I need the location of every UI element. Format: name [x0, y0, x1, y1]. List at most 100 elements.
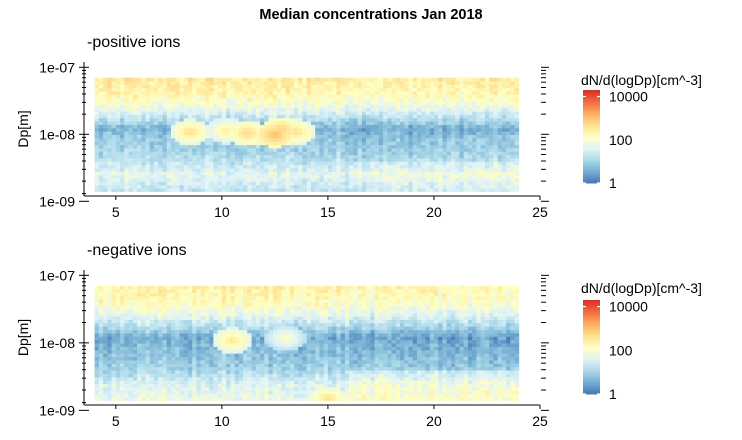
- heatmap-cell: [323, 386, 329, 391]
- heatmap-cell: [293, 363, 299, 368]
- heatmap-cell: [361, 168, 367, 172]
- heatmap-cell: [349, 121, 354, 125]
- heatmap-cell: [497, 104, 503, 109]
- heatmap-cell: [209, 164, 214, 169]
- heatmap-cell: [387, 114, 392, 119]
- heatmap-cell: [361, 121, 367, 125]
- heatmap-cell: [115, 181, 121, 186]
- heatmap-cell: [463, 390, 469, 395]
- heatmap-cell: [391, 174, 397, 179]
- heatmap-cell: [166, 393, 172, 398]
- heatmap-cell: [192, 383, 197, 388]
- heatmap-cell: [221, 84, 227, 89]
- heatmap-cell: [183, 131, 189, 135]
- heatmap-cell: [277, 114, 282, 119]
- heatmap-cell: [137, 370, 142, 374]
- heatmap-cell: [132, 397, 138, 401]
- heatmap-cell: [183, 121, 189, 125]
- heatmap-cell: [187, 353, 193, 358]
- heatmap-cell: [192, 184, 197, 189]
- colorbar-step: [583, 141, 600, 144]
- heatmap-cell: [298, 84, 303, 89]
- heatmap-cell: [506, 114, 511, 119]
- heatmap-cell: [421, 144, 426, 149]
- heatmap-cell: [387, 184, 392, 189]
- heatmap-cell: [442, 134, 448, 139]
- heatmap-cell: [344, 366, 350, 371]
- heatmap-cell: [429, 356, 435, 361]
- heatmap-cell: [404, 147, 409, 152]
- heatmap-cell: [476, 373, 482, 378]
- heatmap-cell: [344, 184, 350, 189]
- heatmap-cell: [120, 356, 125, 361]
- heatmap-cell: [149, 131, 155, 135]
- heatmap-cell: [378, 386, 384, 391]
- heatmap-cell: [115, 91, 121, 95]
- colorbar-step: [583, 176, 600, 179]
- heatmap-cell: [378, 383, 384, 388]
- heatmap-cell: [221, 383, 227, 388]
- heatmap-cell: [272, 349, 278, 354]
- heatmap-cell: [166, 107, 172, 112]
- heatmap-cell: [132, 141, 138, 146]
- heatmap-cell: [455, 114, 460, 119]
- heatmap-cell: [243, 168, 248, 172]
- heatmap-cell: [416, 353, 422, 358]
- heatmap-cell: [255, 117, 261, 122]
- heatmap-cell: [111, 188, 117, 192]
- heatmap-cell: [94, 171, 100, 176]
- heatmap-cell: [141, 84, 146, 89]
- heatmap-cell: [124, 363, 129, 368]
- heatmap-cell: [238, 107, 244, 112]
- heatmap-cell: [378, 397, 384, 401]
- heatmap-cell: [192, 101, 197, 105]
- heatmap-cell: [302, 353, 308, 358]
- heatmap-cell: [506, 147, 511, 152]
- heatmap-cell: [476, 117, 482, 122]
- heatmap-cell: [115, 168, 121, 172]
- heatmap-cell: [455, 383, 460, 388]
- heatmap-cell: [238, 121, 244, 125]
- heatmap-cell: [310, 380, 316, 385]
- heatmap-cell: [221, 147, 227, 152]
- heatmap-cell: [463, 94, 469, 99]
- heatmap-cell: [213, 349, 219, 354]
- heatmap-cell: [103, 131, 108, 135]
- heatmap-cell: [221, 376, 227, 381]
- heatmap-cell: [425, 131, 431, 135]
- heatmap-cell: [128, 174, 134, 179]
- heatmap-cell: [149, 124, 155, 129]
- heatmap-cell: [476, 353, 482, 358]
- heatmap-cell: [196, 141, 202, 146]
- heatmap-cell: [378, 188, 384, 192]
- heatmap-cell: [433, 121, 439, 125]
- heatmap-cell: [175, 184, 180, 189]
- heatmap-cell: [103, 111, 108, 115]
- heatmap-cell: [421, 181, 426, 186]
- heatmap-cell: [153, 111, 159, 115]
- heatmap-cell: [281, 349, 286, 354]
- heatmap-cell: [137, 117, 142, 122]
- heatmap-cell: [268, 370, 274, 374]
- heatmap-cell: [327, 154, 333, 159]
- heatmap-cell: [472, 77, 477, 82]
- heatmap-cell: [510, 124, 515, 129]
- heatmap-cell: [289, 164, 295, 169]
- heatmap-cell: [213, 168, 219, 172]
- heatmap-cell: [416, 121, 422, 125]
- heatmap-cell: [374, 178, 380, 182]
- heatmap-cell: [467, 188, 473, 192]
- heatmap-cell: [243, 174, 248, 179]
- heatmap-cell: [408, 188, 414, 192]
- heatmap-cell: [268, 124, 274, 129]
- heatmap-cell: [204, 360, 210, 364]
- heatmap-cell: [153, 91, 159, 95]
- heatmap-cell: [463, 154, 469, 159]
- heatmap-cell: [472, 94, 477, 99]
- heatmap-cell: [120, 144, 125, 149]
- heatmap-cell: [221, 380, 227, 385]
- heatmap-cell: [221, 117, 227, 122]
- heatmap-cell: [289, 127, 295, 132]
- heatmap-cell: [128, 87, 134, 92]
- heatmap-cell: [429, 164, 435, 169]
